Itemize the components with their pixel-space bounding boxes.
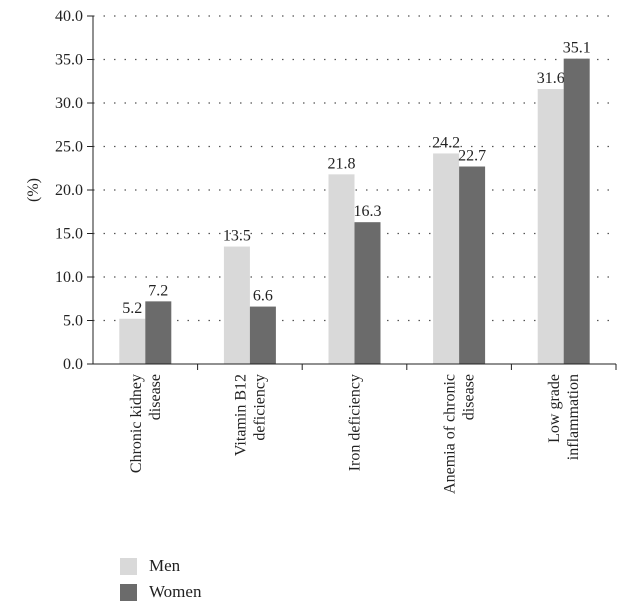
data-label: 6.6 bbox=[253, 288, 273, 305]
legend-label-men: Men bbox=[149, 556, 181, 575]
bar-men bbox=[433, 153, 460, 364]
category-label: Vitamin B12 deficiency bbox=[232, 374, 268, 456]
category-label-line: disease bbox=[147, 374, 164, 420]
data-label: 5.2 bbox=[122, 300, 142, 317]
bar-women bbox=[145, 301, 172, 364]
axes: 0.0 5.0 10.0 15.0 20.0 25.0 30.0 35.0 40.0 Chroni… bbox=[55, 8, 617, 494]
legend-swatch-women bbox=[120, 583, 137, 601]
bar-men bbox=[537, 89, 564, 364]
y-tick-label: 35.0 bbox=[55, 52, 83, 69]
legend-swatch-men bbox=[120, 557, 137, 575]
bars: 5.2 7.2 13.5 6.6 21.8 16.3 24.222.7 31.6 35.1 bbox=[119, 40, 591, 364]
y-axis-label: (%) bbox=[25, 178, 42, 202]
category-label: Low grade inflammation bbox=[546, 374, 582, 460]
y-tick-label: 15.0 bbox=[55, 226, 83, 243]
data-label: 22.7 bbox=[458, 148, 486, 165]
y-tick-label: 25.0 bbox=[55, 139, 83, 156]
y-tick-label: 40.0 bbox=[55, 8, 83, 25]
y-tick-label: 0.0 bbox=[63, 356, 83, 373]
category-label-line: inflammation bbox=[565, 374, 582, 460]
category-label-line: disease bbox=[461, 374, 478, 420]
y-tick-label: 30.0 bbox=[55, 95, 83, 112]
bar-women bbox=[563, 58, 590, 364]
bar-men bbox=[328, 174, 355, 364]
legend: Men Women bbox=[120, 553, 201, 605]
data-label: 7.2 bbox=[148, 282, 168, 299]
bar-men bbox=[119, 318, 146, 364]
category-label-line: deficiency bbox=[251, 374, 268, 441]
legend-item-women: Women bbox=[120, 579, 201, 605]
category-label: Iron deficiency bbox=[347, 374, 364, 471]
category-label-line: Vitamin B12 bbox=[232, 374, 249, 456]
data-label: 13.5 bbox=[223, 228, 251, 245]
y-tick-label: 10.0 bbox=[55, 269, 83, 286]
legend-label-women: Women bbox=[149, 582, 202, 601]
category-label-line: Low grade bbox=[546, 374, 563, 443]
legend-item-men: Men bbox=[120, 553, 201, 579]
bar-men bbox=[223, 246, 250, 364]
category-label-line: Iron deficiency bbox=[347, 374, 364, 471]
category-label-line: Anemia of chronic bbox=[442, 374, 459, 494]
data-label: 24.2 bbox=[432, 134, 460, 151]
bar-women bbox=[249, 306, 276, 364]
y-tick-label: 20.0 bbox=[55, 182, 83, 199]
bar-women bbox=[354, 222, 381, 364]
data-label: 35.1 bbox=[563, 40, 591, 57]
data-label: 16.3 bbox=[354, 203, 382, 220]
y-tick-label: 5.0 bbox=[63, 313, 83, 330]
category-label: Chronic kidney disease bbox=[128, 374, 164, 473]
bar-women bbox=[459, 166, 486, 364]
data-label: 31.6 bbox=[537, 70, 565, 87]
data-label: 21.8 bbox=[328, 155, 356, 172]
category-label: Anemia of chronic disease bbox=[442, 374, 478, 494]
category-label-line: Chronic kidney bbox=[128, 374, 145, 473]
